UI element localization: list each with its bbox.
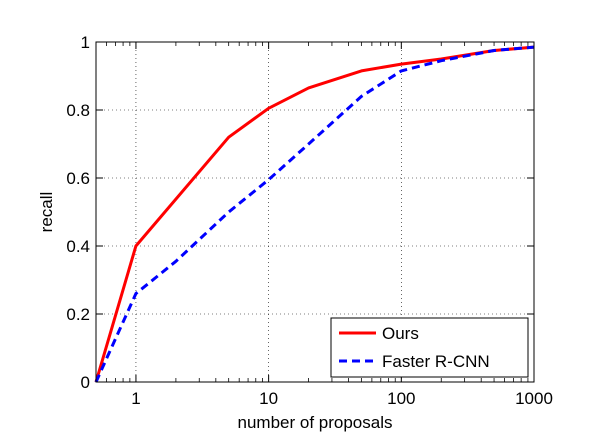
x-tick-label: 10 bbox=[259, 389, 278, 408]
y-tick-label: 0.4 bbox=[66, 237, 90, 256]
x-tick-label: 1 bbox=[131, 389, 140, 408]
y-tick-label: 1 bbox=[81, 33, 90, 52]
legend-label-faster-rcnn: Faster R-CNN bbox=[382, 352, 490, 371]
legend-label-ours: Ours bbox=[382, 324, 419, 343]
legend: Ours Faster R-CNN bbox=[330, 317, 529, 378]
x-tick-label: 1000 bbox=[515, 389, 553, 408]
series-lines bbox=[94, 45, 535, 383]
y-tick-label: 0.2 bbox=[66, 305, 90, 324]
tick-labels: 1 10 100 1000 0 0.2 0.4 0.6 0.8 1 bbox=[66, 33, 553, 408]
plot-frame bbox=[95, 41, 535, 383]
y-axis-label: recall bbox=[37, 192, 56, 233]
x-axis-label: number of proposals bbox=[238, 413, 393, 432]
x-tick-label: 100 bbox=[387, 389, 415, 408]
y-tick-label: 0.8 bbox=[66, 101, 90, 120]
series-line-faster-r-cnn bbox=[94, 45, 535, 383]
legend-box bbox=[330, 317, 529, 378]
axis-ticks bbox=[95, 41, 535, 383]
y-tick-label: 0.6 bbox=[66, 169, 90, 188]
y-tick-label: 0 bbox=[81, 373, 90, 392]
